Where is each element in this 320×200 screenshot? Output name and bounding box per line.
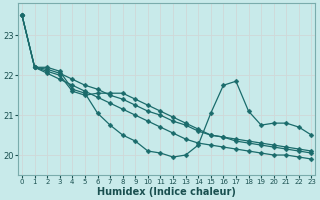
X-axis label: Humidex (Indice chaleur): Humidex (Indice chaleur): [97, 187, 236, 197]
